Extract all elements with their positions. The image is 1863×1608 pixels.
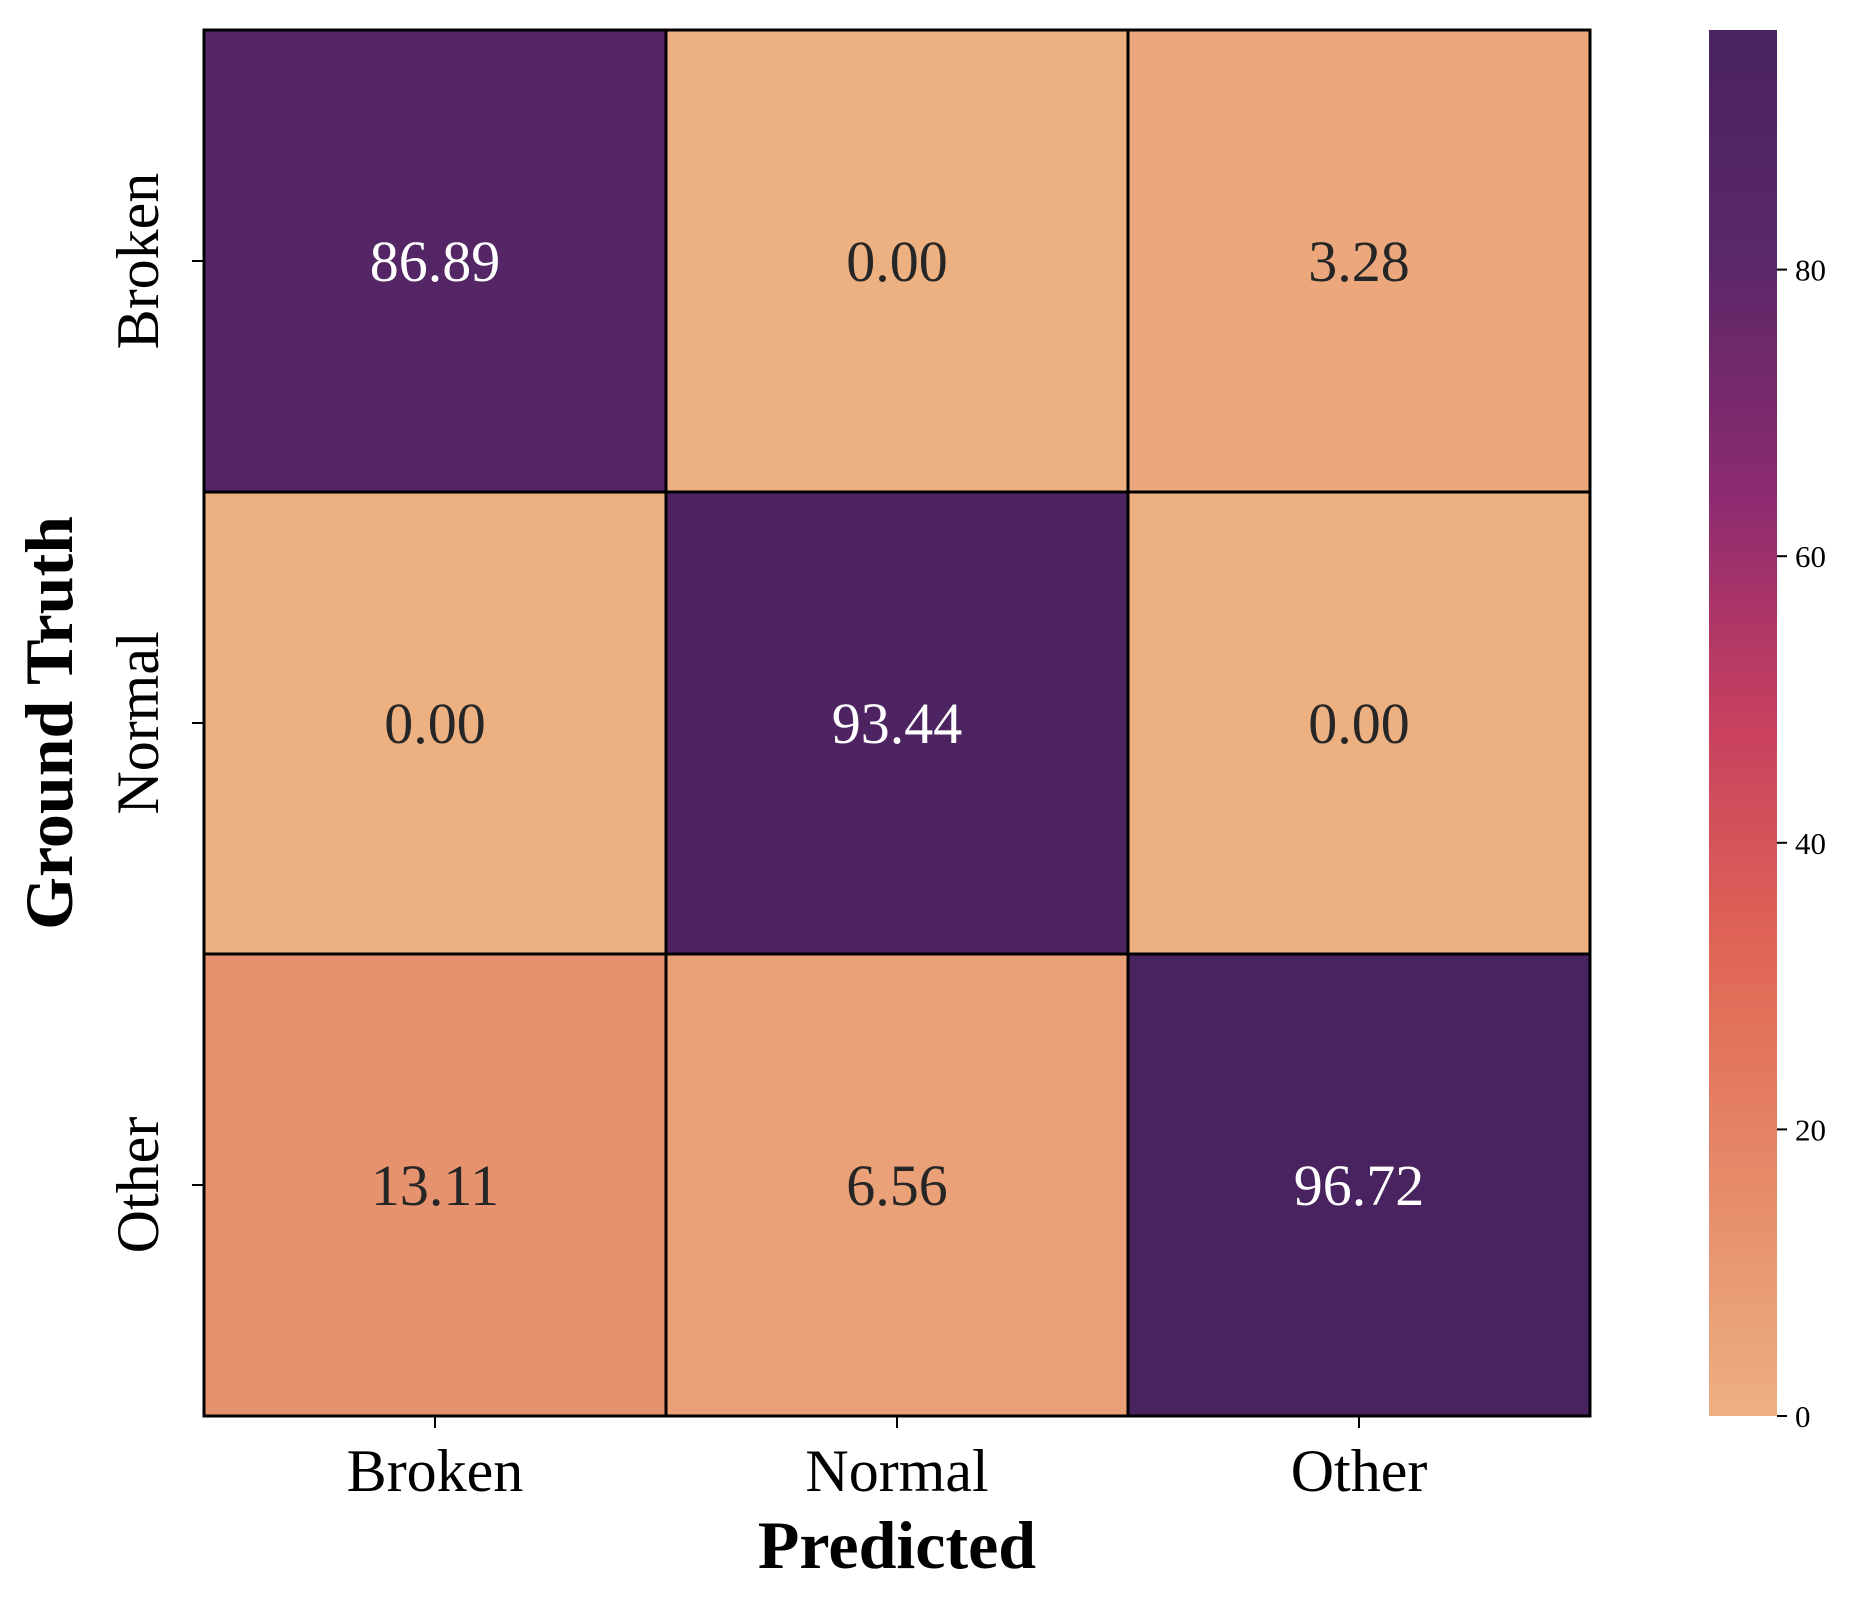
x-tick-label: Other (1291, 1438, 1428, 1504)
heatmap-cell (664, 952, 1130, 1418)
colorbar-tick-label: 80 (1795, 253, 1826, 288)
heatmap-cell (1126, 28, 1592, 494)
y-axis-ticks: Broken Normal Other (105, 173, 204, 1254)
y-tick-label: Broken (105, 173, 171, 350)
x-tick-label: Normal (805, 1438, 988, 1504)
colorbar-ticks: 0 20 40 60 80 (1777, 253, 1826, 1434)
cell-value-label: 86.89 (370, 229, 501, 294)
heatmap-cell (1126, 952, 1592, 1418)
cell-value-label: 3.28 (1308, 229, 1410, 294)
colorbar-tick-label: 20 (1795, 1112, 1826, 1147)
y-axis-label: Ground Truth (11, 516, 87, 930)
cell-value-label: 0.00 (384, 691, 486, 756)
colorbar-tick-label: 60 (1795, 539, 1826, 574)
colorbar-tick-label: 0 (1795, 1399, 1811, 1434)
x-axis-ticks: Broken Normal Other (347, 1416, 1428, 1504)
cell-value-label: 13.11 (371, 1153, 499, 1218)
heatmap-cell (202, 490, 668, 956)
cell-value-label: 96.72 (1294, 1153, 1425, 1218)
cell-value-label: 93.44 (832, 691, 963, 756)
x-axis-label: Predicted (758, 1507, 1036, 1583)
y-tick-label: Other (105, 1117, 171, 1254)
heatmap-cell-labels: 86.89 0.00 3.28 0.00 93.44 0.00 13.11 6.56 96.72 (370, 229, 1425, 1218)
heatmap-cells (202, 28, 1592, 1418)
x-tick-label: Broken (347, 1438, 524, 1504)
heatmap-cell (202, 28, 668, 494)
cell-value-label: 6.56 (846, 1153, 948, 1218)
cell-value-label: 0.00 (846, 229, 948, 294)
cell-value-label: 0.00 (1308, 691, 1410, 756)
colorbar (1709, 30, 1777, 1416)
y-tick-label: Normal (105, 631, 171, 814)
colorbar-tick-label: 40 (1795, 826, 1826, 861)
heatmap-cell (202, 952, 668, 1418)
